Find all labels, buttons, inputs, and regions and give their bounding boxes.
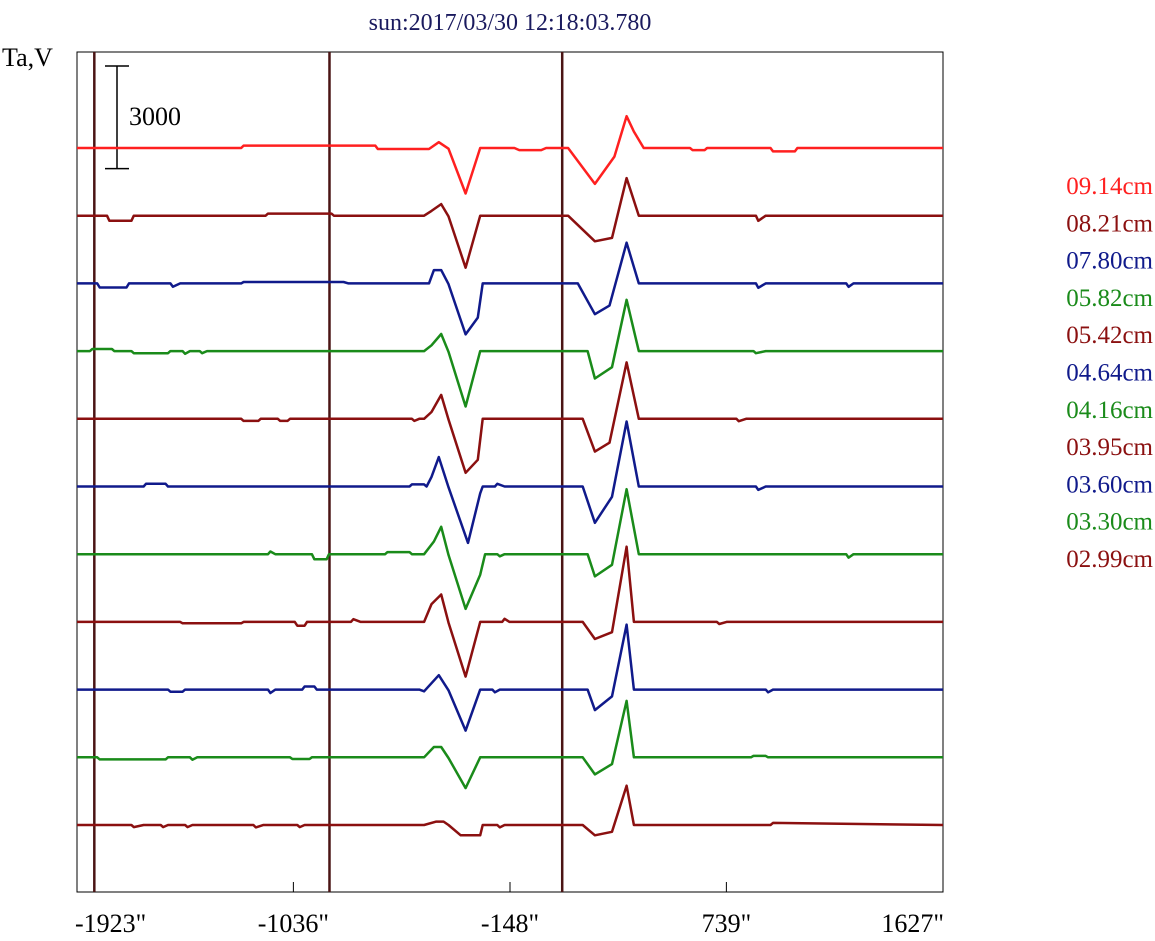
scale-bar: 3000 [105, 65, 181, 170]
legend-entry: 03.60cm [1066, 471, 1153, 498]
chart-title: sun:2017/03/30 12:18:03.780 [369, 10, 652, 36]
series-line-07.80cm [77, 241, 943, 336]
vertical-marker-lines [93, 52, 564, 892]
series-line-05.82cm [77, 298, 943, 408]
plot-frame [76, 51, 944, 893]
x-tick-label: -1036" [258, 909, 329, 938]
x-tick-label: 739" [702, 909, 752, 938]
legend-entry: 05.82cm [1066, 285, 1153, 312]
x-tick-label: -148" [481, 909, 539, 938]
series-line-08.21cm [77, 176, 943, 269]
legend-entry: 03.95cm [1066, 434, 1153, 461]
legend: 09.14cm 08.21cm 07.80cm 05.82cm 05.42cm 04.64… [1066, 173, 1153, 573]
series-line-02.99cm [77, 784, 944, 837]
scale-bar-label: 3000 [129, 102, 181, 131]
series-line-03.30cm [77, 699, 943, 790]
series-line-09.14cm [77, 114, 943, 195]
legend-entry: 08.21cm [1066, 210, 1153, 237]
series-line-05.42cm [77, 361, 943, 475]
x-axis-ticks: -1923" -1036" -148" 739" 1627" [75, 882, 944, 938]
x-tick-label: 1627" [881, 909, 944, 938]
legend-entry: 05.42cm [1066, 322, 1153, 349]
legend-entry: 02.99cm [1066, 546, 1153, 573]
legend-entry: 07.80cm [1066, 248, 1153, 275]
legend-entry: 04.64cm [1066, 360, 1153, 387]
legend-entry: 03.30cm [1066, 509, 1153, 536]
series-line-03.60cm [77, 623, 943, 732]
legend-entry: 09.14cm [1066, 173, 1153, 200]
y-axis-label: Ta,V [2, 43, 53, 72]
series-line-03.95cm [77, 545, 943, 678]
series-line-04.16cm [77, 487, 943, 611]
series-line-04.64cm [77, 420, 943, 545]
x-tick-label: -1923" [75, 909, 146, 938]
series-layer [77, 114, 944, 837]
legend-entry: 04.16cm [1066, 397, 1153, 424]
